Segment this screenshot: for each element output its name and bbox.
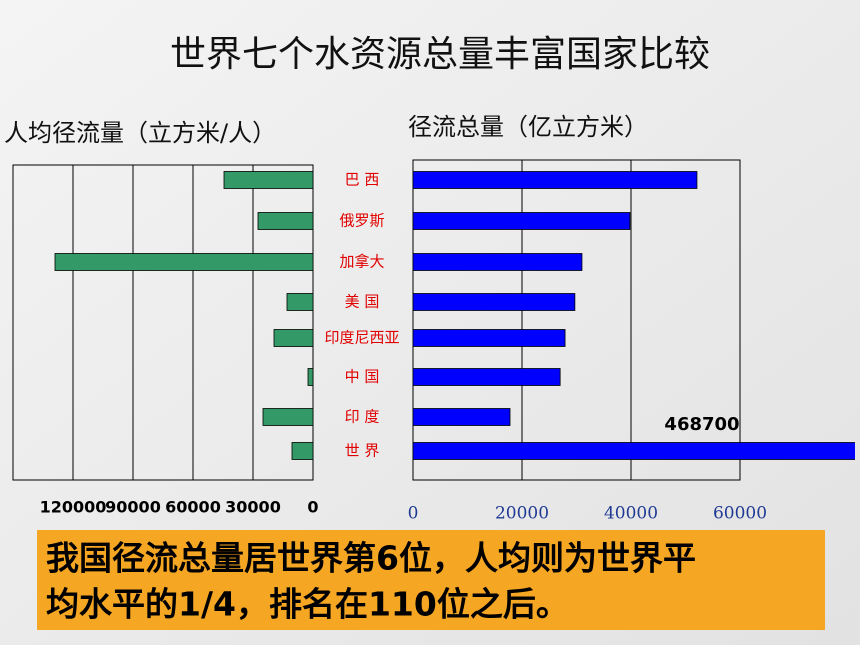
category-label: 美 国 <box>345 293 380 311</box>
x-tick-label: 20000 <box>495 504 549 524</box>
note-box <box>37 530 825 630</box>
note-line: 均水平的1/4，排名在110位之后。 <box>46 585 569 624</box>
bar <box>412 293 576 311</box>
bar <box>307 368 314 386</box>
bar <box>223 171 314 189</box>
bar <box>273 329 314 347</box>
category-label: 加拿大 <box>339 253 384 271</box>
bar <box>412 171 698 189</box>
category-label: 印度尼西亚 <box>324 329 399 347</box>
category-label: 世 界 <box>345 442 380 460</box>
category-label: 印 度 <box>345 408 380 426</box>
x-tick-label: 120000 <box>40 498 107 517</box>
bar <box>412 368 561 386</box>
x-tick-label: 60000 <box>165 498 221 517</box>
category-label: 巴 西 <box>345 171 380 189</box>
bar <box>412 253 583 271</box>
x-tick-label: 60000 <box>713 504 767 524</box>
right-axis-title: 径流总量（亿立方米） <box>408 113 648 141</box>
bar <box>257 212 314 230</box>
x-tick-label: 0 <box>307 498 318 517</box>
category-label: 中 国 <box>345 368 380 386</box>
data-label: 468700 <box>664 414 739 435</box>
bar <box>412 212 631 230</box>
bar <box>412 329 566 347</box>
category-label: 俄罗斯 <box>339 212 384 230</box>
bar <box>286 293 314 311</box>
bar <box>262 408 314 426</box>
bar <box>54 253 314 271</box>
x-tick-label: 0 <box>408 504 419 524</box>
bar <box>412 442 855 460</box>
slide-title: 世界七个水资源总量丰富国家比较 <box>170 34 710 75</box>
left-axis-title: 人均径流量（立方米/人） <box>4 119 276 147</box>
note-line: 我国径流总量居世界第6位，人均则为世界平 <box>46 539 696 578</box>
x-tick-label: 90000 <box>105 498 161 517</box>
x-tick-label: 40000 <box>604 504 658 524</box>
bar <box>291 442 314 460</box>
bar <box>412 408 511 426</box>
x-tick-label: 30000 <box>225 498 281 517</box>
